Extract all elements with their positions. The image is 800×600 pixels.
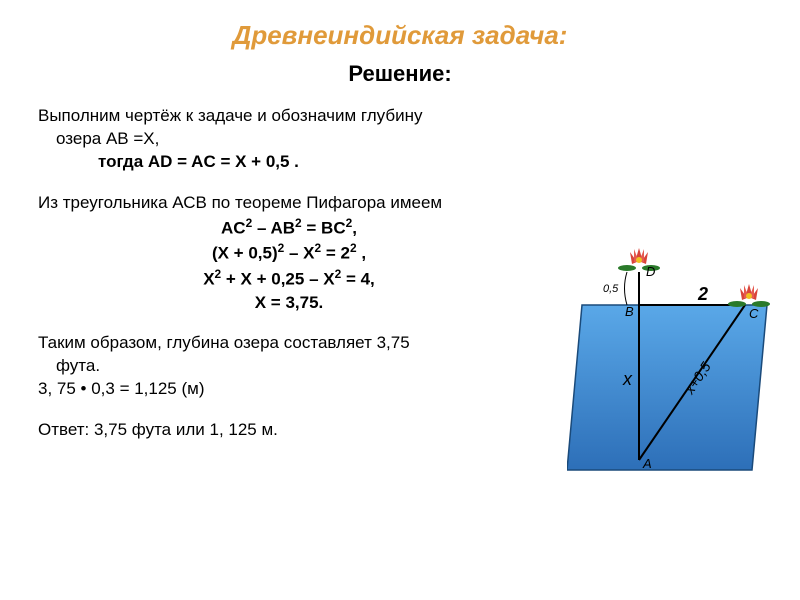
- eq3-t2: + X + 0,25 – X: [221, 270, 334, 289]
- paragraph-setup: Выполним чертёж к задаче и обозначим глу…: [38, 105, 540, 174]
- setup-equation: тогда AD = AC = X + 0,5 .: [38, 151, 540, 174]
- answer-line: Ответ: 3,75 фута или 1, 125 м.: [38, 419, 540, 442]
- water-shape: [567, 305, 767, 470]
- paragraph-pythagoras: Из треугольника АСВ по теореме Пифагора …: [38, 192, 540, 315]
- eq1-t4: ,: [352, 218, 357, 237]
- problem-diagram: A B C D x 2 0,5 x+0,5: [567, 230, 782, 480]
- eq1-sup2: 2: [295, 216, 302, 230]
- brace-half: [625, 272, 628, 305]
- result-line-1: Таким образом, глубина озера составляет …: [38, 332, 540, 355]
- label-b: B: [625, 304, 634, 319]
- label-d: D: [646, 264, 655, 279]
- eq3-t1: X: [203, 270, 214, 289]
- eq3-t3: = 4,: [341, 270, 375, 289]
- eq2-t2: – X: [284, 244, 314, 263]
- result-line-2: фута.: [38, 355, 540, 378]
- equation-3: X2 + X + 0,25 – X2 = 4,: [38, 266, 540, 292]
- eq1-t1: AC: [221, 218, 246, 237]
- page-title: Древнеиндийская задача:: [0, 0, 800, 61]
- equation-4: X = 3,75.: [38, 292, 540, 315]
- eq1-t2: – AB: [252, 218, 295, 237]
- pyth-intro: Из треугольника АСВ по теореме Пифагора …: [38, 192, 540, 215]
- label-half: 0,5: [603, 283, 619, 295]
- label-two: 2: [697, 284, 708, 304]
- eq2-t3: = 2: [321, 244, 350, 263]
- result-line-3: 3, 75 • 0,3 = 1,125 (м): [38, 378, 540, 401]
- eq2-sup3: 2: [350, 241, 357, 255]
- setup-line-1: Выполним чертёж к задаче и обозначим глу…: [38, 105, 540, 128]
- eq2-t1: (X + 0,5): [212, 244, 278, 263]
- equation-1: AC2 – AB2 = BC2,: [38, 215, 540, 241]
- setup-line-2: озера АВ =Х,: [38, 128, 540, 151]
- eq1-t3: = BC: [302, 218, 346, 237]
- paragraph-result: Таким образом, глубина озера составляет …: [38, 332, 540, 401]
- label-a: A: [642, 456, 652, 471]
- solution-heading: Решение:: [0, 61, 800, 105]
- equation-2: (X + 0,5)2 – X2 = 22 ,: [38, 240, 540, 266]
- label-x: x: [622, 369, 633, 389]
- label-c: C: [749, 306, 759, 321]
- eq2-t4: ,: [357, 244, 366, 263]
- paragraph-answer: Ответ: 3,75 фута или 1, 125 м.: [38, 419, 540, 442]
- lotus-right: [728, 284, 770, 307]
